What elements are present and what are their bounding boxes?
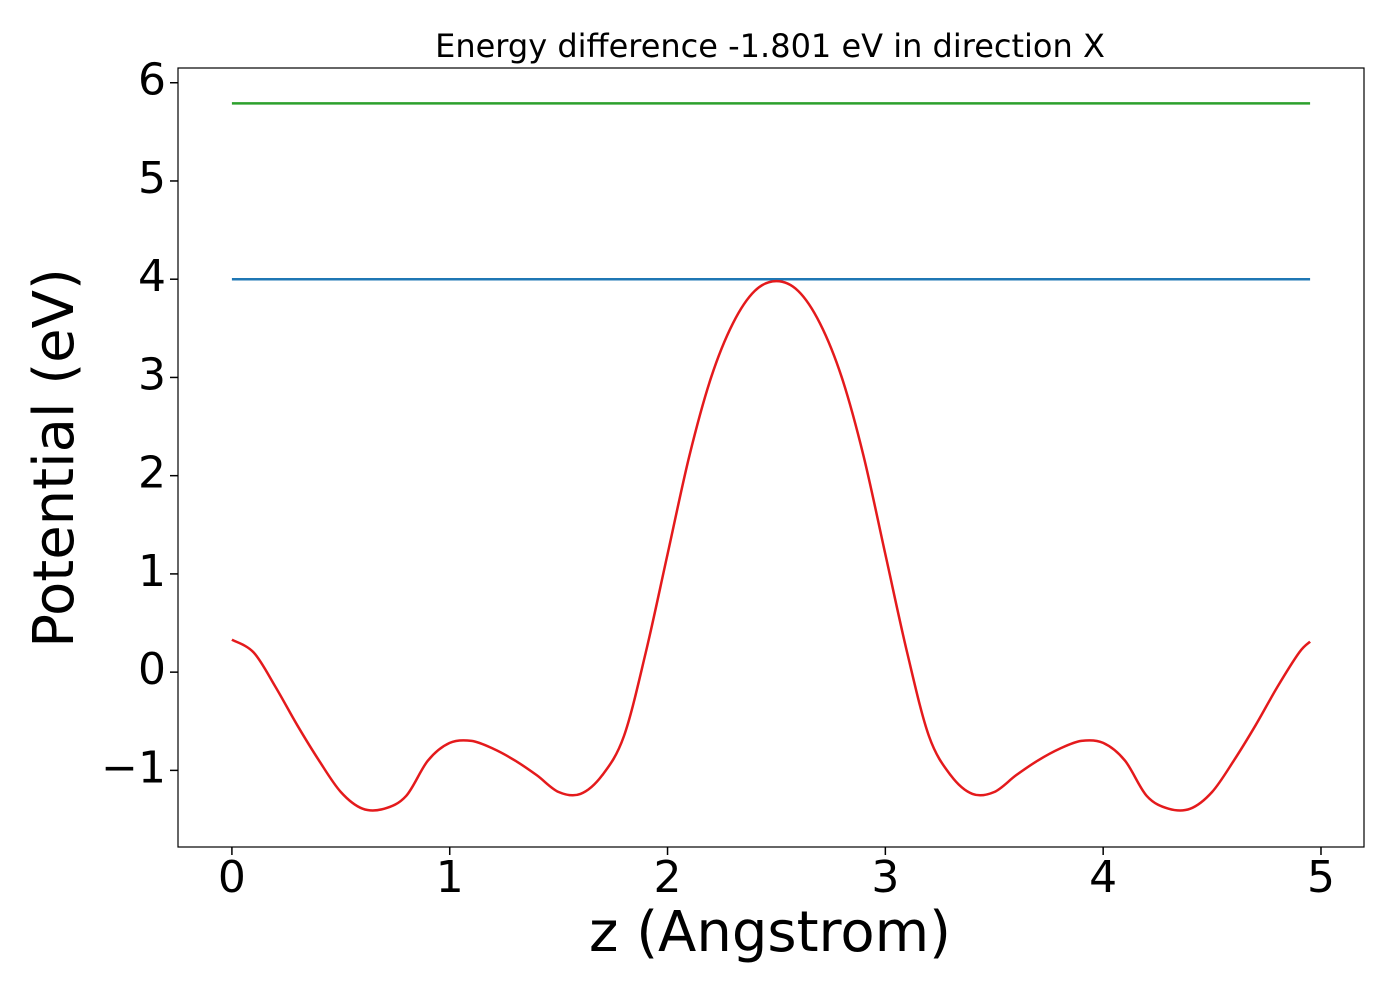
series-line bbox=[231, 279, 1311, 812]
x-tick-label: 0 bbox=[218, 852, 246, 903]
y-tick-label: 2 bbox=[138, 448, 166, 499]
x-tick-label: 4 bbox=[1089, 852, 1117, 903]
y-tick-label: 3 bbox=[138, 349, 166, 400]
chart-title: Energy difference -1.801 eV in direction… bbox=[435, 27, 1105, 65]
x-axis-label: z (Angstrom) bbox=[589, 900, 951, 965]
y-tick-label: 0 bbox=[138, 644, 166, 695]
y-axis-label: Potential (eV) bbox=[22, 268, 87, 648]
x-tick-label: 1 bbox=[436, 852, 464, 903]
y-tick-label: 5 bbox=[138, 153, 166, 204]
y-tick-label: −1 bbox=[101, 742, 166, 793]
plot-frame bbox=[177, 67, 1365, 848]
y-tick-label: 4 bbox=[138, 251, 166, 302]
y-tick-label: 6 bbox=[138, 55, 166, 106]
x-tick-label: 2 bbox=[654, 852, 682, 903]
y-tick-label: 1 bbox=[138, 546, 166, 597]
x-tick-label: 5 bbox=[1307, 852, 1335, 903]
x-tick-label: 3 bbox=[871, 852, 899, 903]
